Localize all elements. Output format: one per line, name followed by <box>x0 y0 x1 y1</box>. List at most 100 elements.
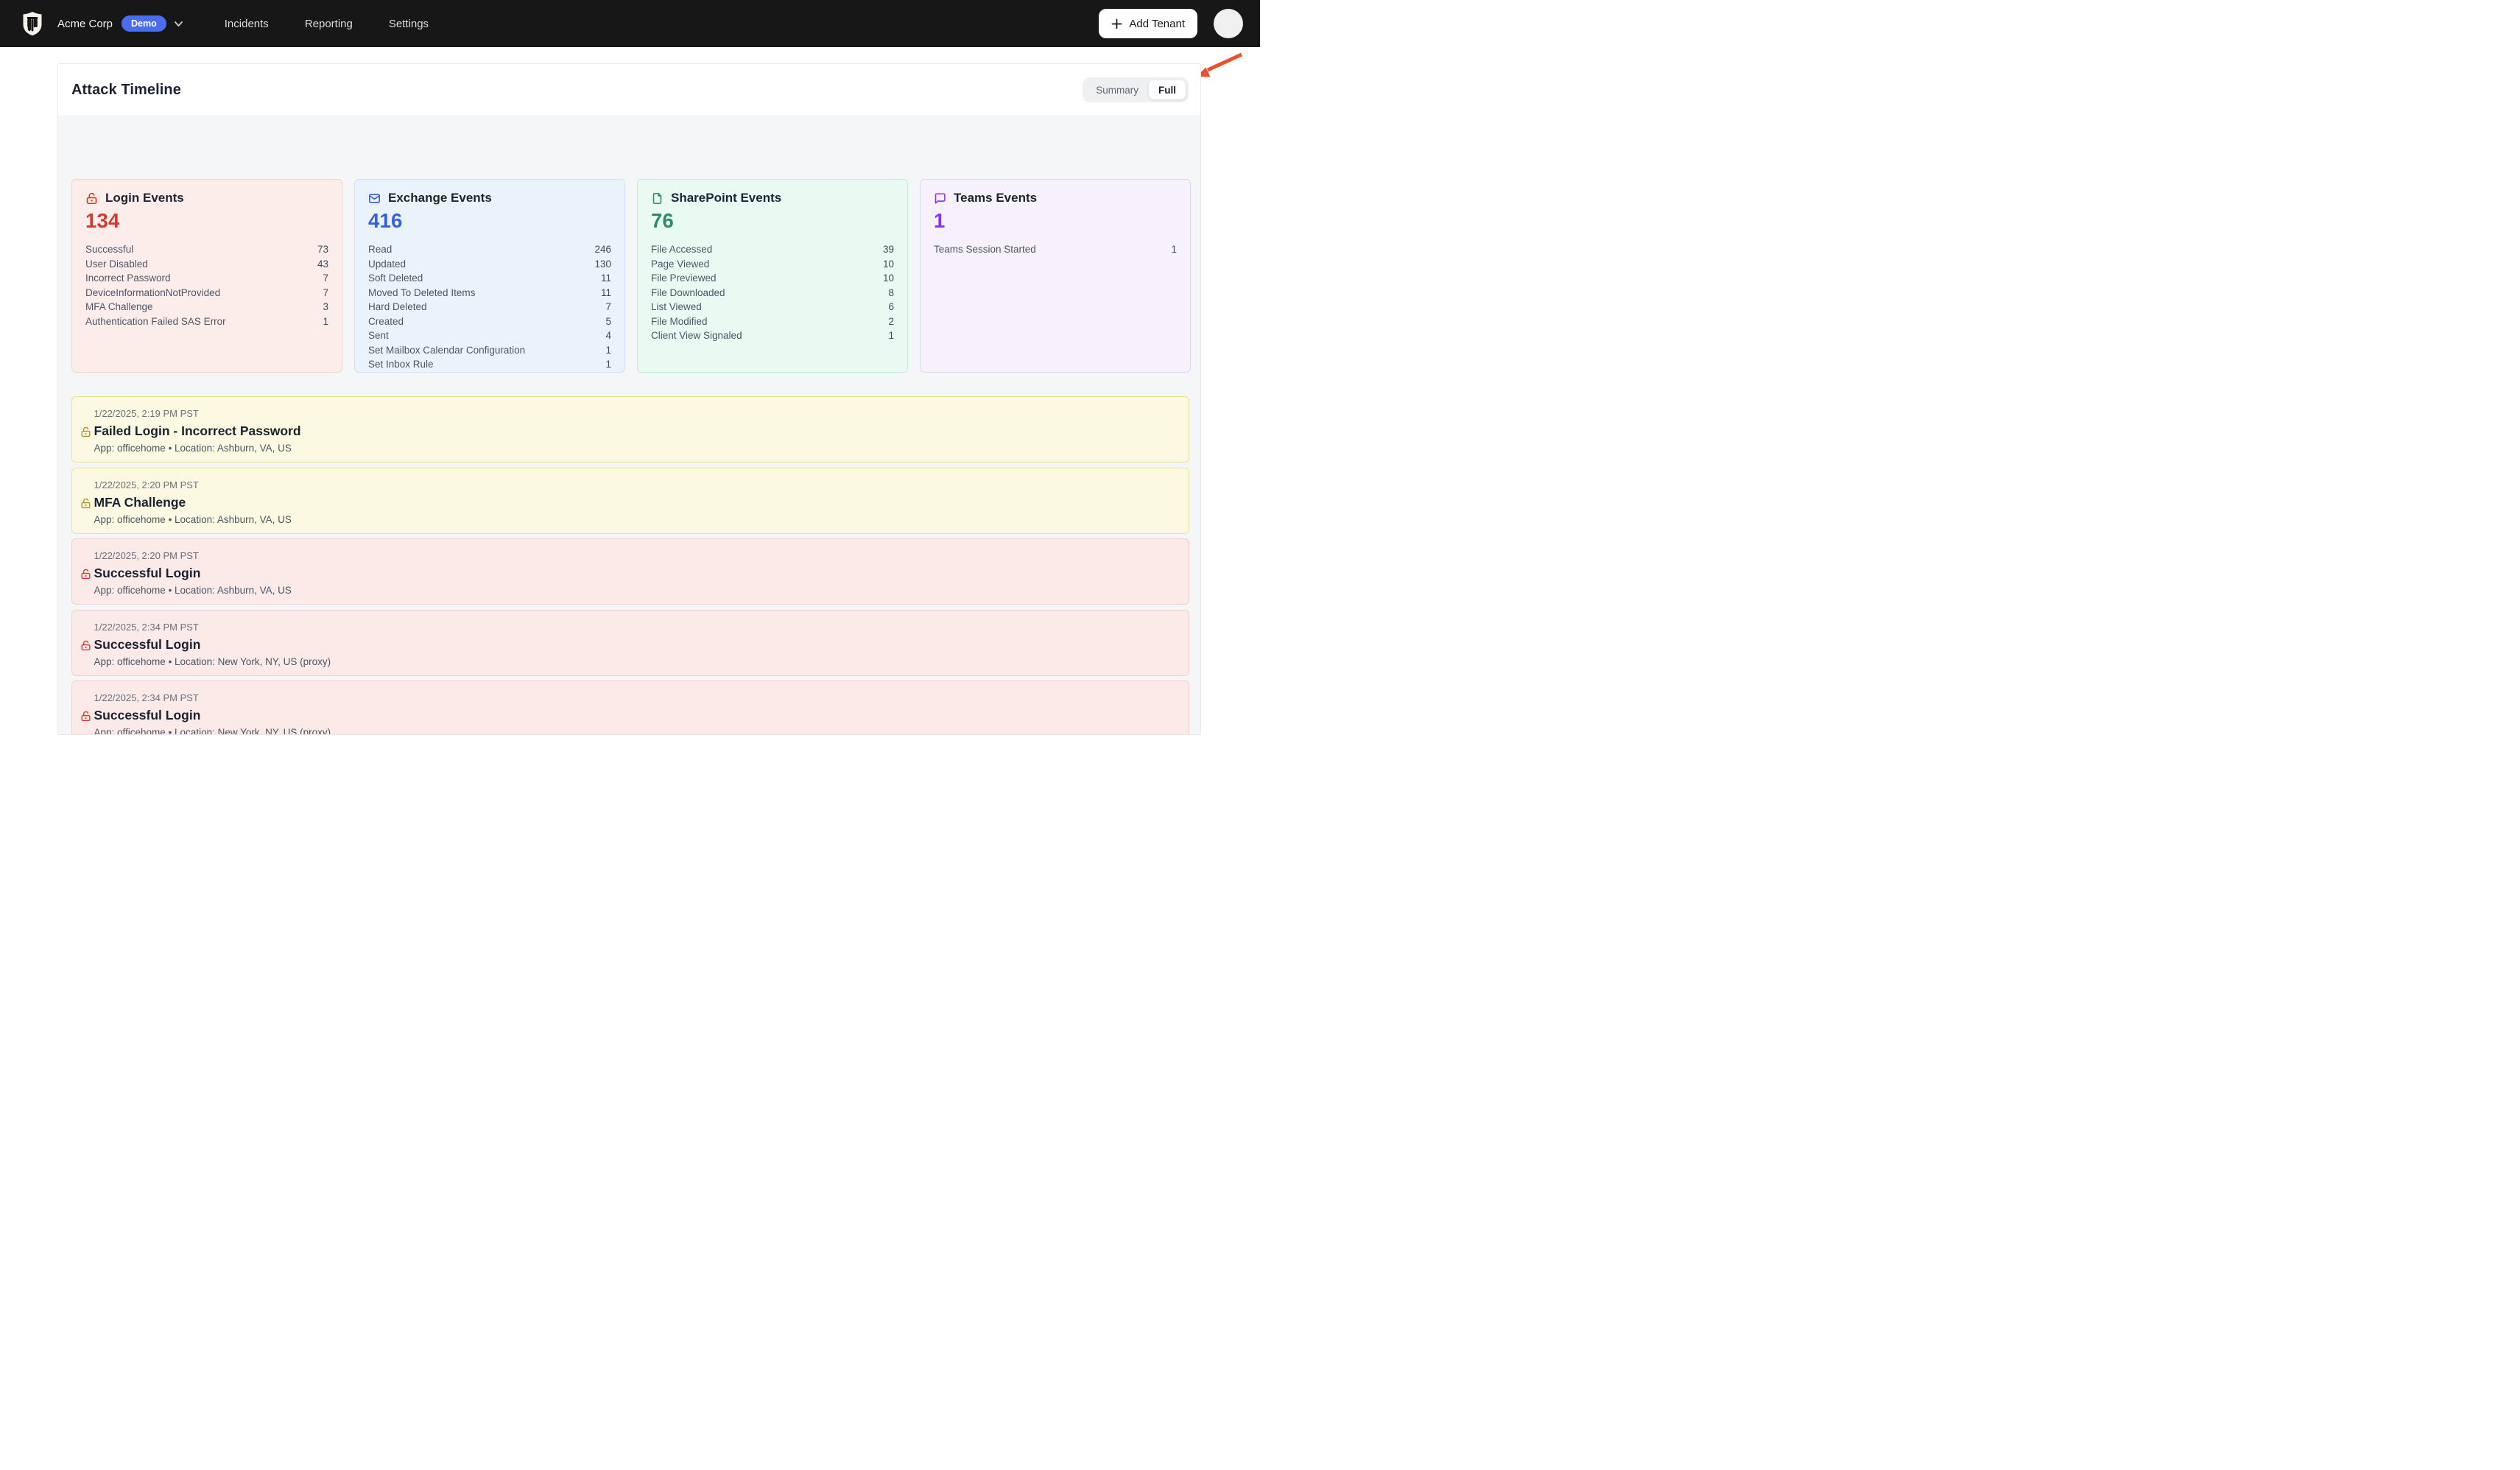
event-meta: App: officehome • Location: Ashburn, VA,… <box>94 585 292 596</box>
nav-item-incidents[interactable]: Incidents <box>224 17 269 30</box>
stat-label: Set Mailbox Calendar Configuration <box>368 344 526 356</box>
chevron-down-icon[interactable] <box>174 21 183 27</box>
view-toggle: Summary Full <box>1083 77 1189 102</box>
nav-links: Incidents Reporting Settings <box>225 18 429 30</box>
summary-card[interactable]: SharePoint Events 76 File Accessed 39 Page… <box>637 179 908 373</box>
stat-label: DeviceInformationNotProvided <box>85 286 221 298</box>
event-title: Successful Login <box>94 708 201 722</box>
stat-value: 39 <box>882 244 894 256</box>
stat-value: 5 <box>605 315 611 327</box>
stat-value: 1 <box>605 359 611 370</box>
stat-value: 7 <box>323 286 328 298</box>
summary-card-total: 76 <box>651 209 674 232</box>
stat-label: MFA Challenge <box>85 301 153 313</box>
stat-label: Successful <box>85 244 134 256</box>
toggle-summary[interactable]: Summary <box>1096 84 1138 96</box>
tenant-name: Acme Corp <box>57 17 113 30</box>
nav-item-settings[interactable]: Settings <box>388 17 429 30</box>
event-card[interactable]: 1/22/2025, 2:19 PM PST Failed Login - In… <box>71 396 1189 463</box>
unlock-icon <box>80 711 91 722</box>
panel-header: Attack Timeline Summary Full <box>58 64 1200 116</box>
stat-value: 43 <box>317 258 328 270</box>
summary-card-title: Login Events <box>105 191 184 205</box>
add-tenant-button[interactable]: Add Tenant <box>1099 9 1197 38</box>
event-card[interactable]: 1/22/2025, 2:20 PM PST Successful Login … <box>71 538 1189 605</box>
event-title: Successful Login <box>94 636 201 652</box>
stat-value: 2 <box>888 315 894 327</box>
stat-row: Moved To Deleted Items 11 <box>368 286 611 300</box>
summary-card[interactable]: Exchange Events 416 Read 246 Updated 130 Sof… <box>354 179 625 373</box>
stat-label: Teams Session Started <box>934 244 1036 256</box>
unlock-icon <box>80 426 91 437</box>
top-navbar: Acme Corp Demo Incidents Reporting Setti… <box>0 0 1260 47</box>
demo-badge: Demo <box>122 15 166 32</box>
summary-card-total: 134 <box>85 209 120 232</box>
unlock-icon <box>85 192 98 205</box>
stat-row: File Previewed 10 <box>651 271 894 286</box>
file-icon <box>651 192 664 205</box>
stat-value: 3 <box>323 301 328 313</box>
stat-row: MFA Challenge 3 <box>85 300 328 314</box>
stat-label: Created <box>368 315 404 327</box>
event-meta: App: officehome • Location: Ashburn, VA,… <box>94 513 292 525</box>
stat-row: List Viewed 6 <box>651 300 894 314</box>
stat-value: 73 <box>317 244 328 256</box>
summary-card-total: 1 <box>934 209 946 232</box>
nav-item-reporting[interactable]: Reporting <box>304 17 353 30</box>
plus-icon <box>1111 18 1122 29</box>
stat-row: User Disabled 43 <box>85 257 328 272</box>
stat-label: Soft Deleted <box>368 272 423 284</box>
stat-label: Hard Deleted <box>368 301 427 313</box>
summary-card-title: Teams Events <box>954 191 1038 205</box>
stat-value: 10 <box>882 272 894 284</box>
stat-row: Set Mailbox Calendar Configuration 1 <box>368 343 611 358</box>
summary-card-rows: Successful 73 User Disabled 43 Incorrect Pas… <box>85 242 328 328</box>
chat-icon <box>934 192 946 205</box>
event-timeline-list: 1/22/2025, 2:19 PM PST Failed Login - In… <box>71 396 1189 734</box>
toggle-full[interactable]: Full <box>1149 80 1186 99</box>
stat-row: Read 246 <box>368 242 611 257</box>
event-timestamp: 1/22/2025, 2:34 PM PST <box>94 692 199 703</box>
stat-label: Read <box>368 244 393 256</box>
stat-value: 7 <box>605 301 611 313</box>
summary-card-rows: Read 246 Updated 130 Soft Deleted 11 Moved To … <box>368 242 611 372</box>
summary-card[interactable]: Teams Events 1 Teams Session Started 1 <box>920 179 1191 373</box>
unlock-icon <box>80 498 91 509</box>
event-card[interactable]: 1/22/2025, 2:34 PM PST Successful Login … <box>71 609 1189 676</box>
stat-row: File Downloaded 8 <box>651 286 894 300</box>
page-title: Attack Timeline <box>71 81 181 98</box>
stat-row: DeviceInformationNotProvided 7 <box>85 286 328 300</box>
summary-cards-grid: Login Events 134 Successful 73 User Disabl… <box>71 179 1191 373</box>
stat-label: Authentication Failed SAS Error <box>85 315 226 327</box>
user-avatar[interactable] <box>1214 9 1243 38</box>
event-meta: App: officehome • Location: New York, NY… <box>94 655 331 667</box>
event-card[interactable]: 1/22/2025, 2:20 PM PST MFA Challenge App… <box>71 467 1189 534</box>
summary-card[interactable]: Login Events 134 Successful 73 User Disabl… <box>71 179 342 373</box>
event-title: MFA Challenge <box>94 494 186 510</box>
stat-row: File Modified 2 <box>651 314 894 329</box>
stat-label: Moved To Deleted Items <box>368 286 476 298</box>
stat-value: 11 <box>600 286 611 298</box>
stat-value: 246 <box>594 244 611 256</box>
stat-label: Set Inbox Rule <box>368 359 434 370</box>
stat-label: File Previewed <box>651 272 717 284</box>
stat-value: 1 <box>605 344 611 356</box>
stat-row: Hard Deleted 7 <box>368 300 611 314</box>
stat-row: Created 5 <box>368 314 611 329</box>
stat-row: Authentication Failed SAS Error 1 <box>85 314 328 329</box>
unlock-icon <box>80 569 91 580</box>
summary-card-title: Exchange Events <box>388 191 492 205</box>
stat-row: Teams Session Started 1 <box>934 242 1177 257</box>
summary-card-rows: File Accessed 39 Page Viewed 10 File Preview… <box>651 242 894 343</box>
stat-row: Client View Signaled 1 <box>651 328 894 343</box>
stat-label: List Viewed <box>651 301 702 313</box>
shield-logo-icon[interactable] <box>22 11 43 36</box>
stat-label: Updated <box>368 258 406 270</box>
stat-value: 10 <box>882 258 894 270</box>
stat-label: File Accessed <box>651 244 713 256</box>
summary-card-rows: Teams Session Started 1 <box>934 242 1177 257</box>
event-title: Successful Login <box>94 566 201 580</box>
event-timestamp: 1/22/2025, 2:20 PM PST <box>94 550 199 561</box>
add-tenant-label: Add Tenant <box>1129 17 1185 30</box>
event-card[interactable]: 1/22/2025, 2:34 PM PST Successful Login … <box>71 681 1189 734</box>
